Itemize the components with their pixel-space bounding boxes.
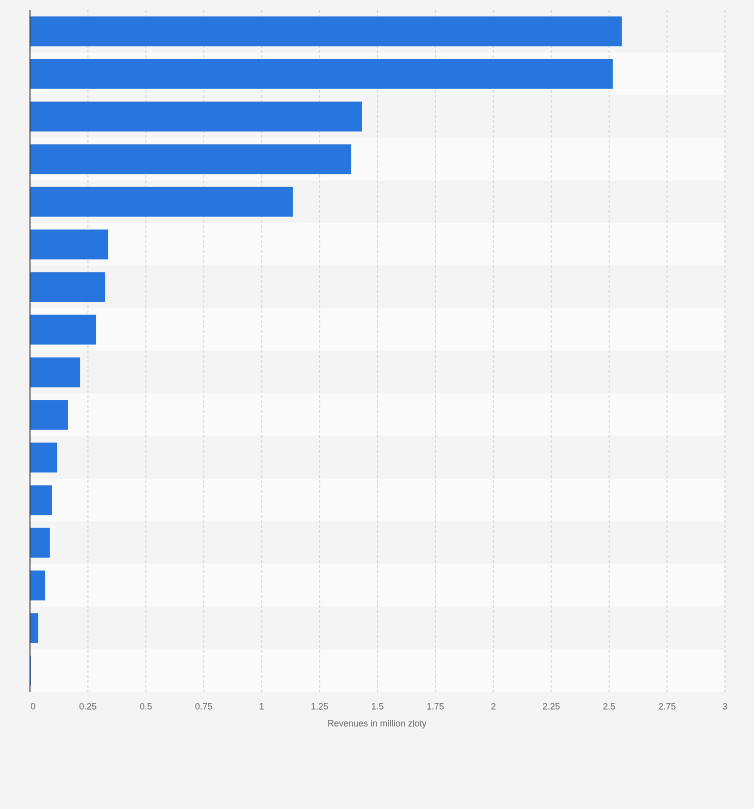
bar	[30, 442, 58, 473]
bar	[30, 101, 362, 132]
x-tick-label: 2.75	[658, 701, 676, 711]
bar	[30, 186, 293, 217]
x-tick-label: 1.5	[371, 701, 384, 711]
bar	[30, 400, 68, 430]
bar	[30, 229, 109, 260]
bar	[30, 485, 53, 516]
x-tick-label: 1.75	[427, 701, 445, 711]
bar	[30, 357, 81, 388]
x-tick-label: 0	[30, 701, 35, 711]
x-tick-label: 2.25	[542, 701, 560, 711]
x-tick-label: 0.75	[195, 701, 213, 711]
x-tick-label: 3	[722, 701, 727, 711]
x-tick-label: 2	[491, 701, 496, 711]
x-axis-label: Revenues in million zloty	[327, 718, 427, 728]
row-band	[30, 223, 725, 266]
bar	[30, 144, 352, 175]
bar	[30, 570, 46, 601]
bar	[30, 59, 613, 89]
x-tick-label: 0.25	[79, 701, 97, 711]
x-tick-label: 1.25	[311, 701, 329, 711]
bar	[30, 314, 97, 345]
row-band	[30, 308, 725, 351]
bar	[30, 527, 50, 558]
bar	[30, 272, 106, 302]
bar	[30, 16, 622, 47]
x-tick-label: 1	[259, 701, 264, 711]
x-tick-label: 0.5	[140, 701, 153, 711]
x-tick-label: 2.5	[603, 701, 616, 711]
bar	[30, 613, 39, 643]
